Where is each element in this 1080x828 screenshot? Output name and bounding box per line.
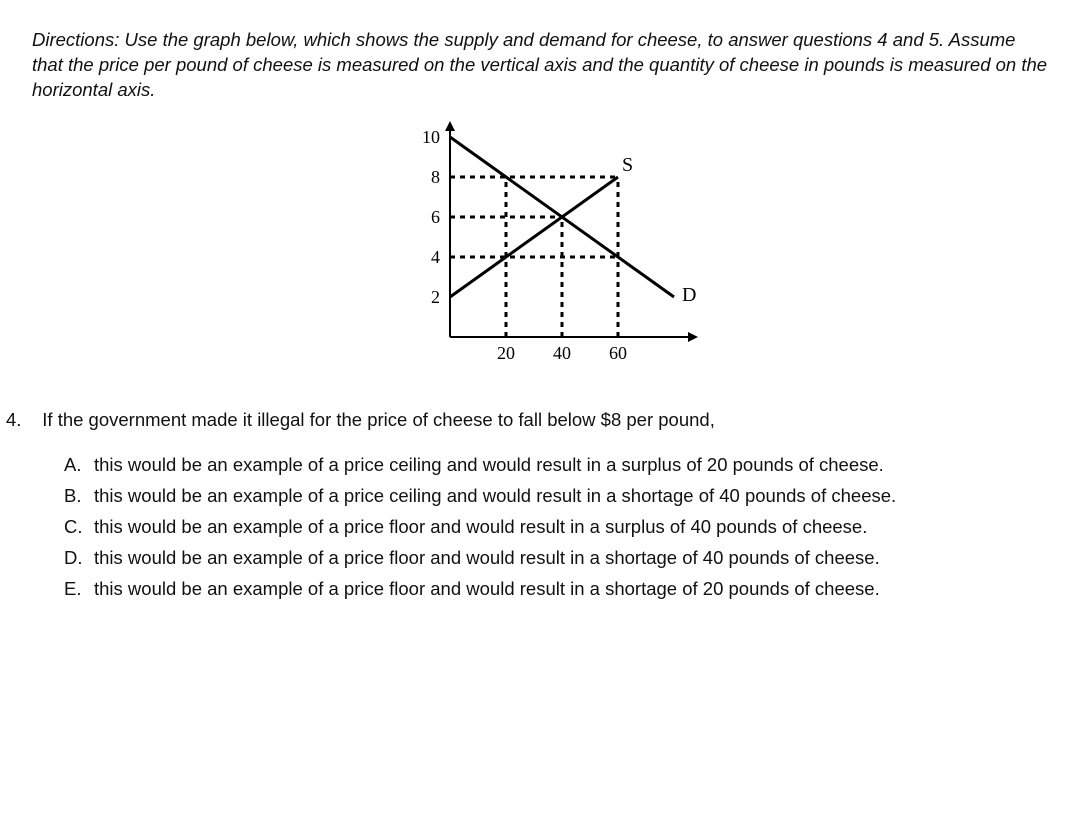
svg-text:10: 10 <box>422 127 440 147</box>
svg-text:4: 4 <box>431 247 440 267</box>
choice-text: this would be an example of a price ceil… <box>94 454 884 475</box>
question-text: If the government made it illegal for th… <box>42 409 715 430</box>
choice-text: this would be an example of a price floo… <box>94 547 880 568</box>
svg-text:40: 40 <box>553 343 571 363</box>
choice-C: C. this would be an example of a price f… <box>94 515 1048 540</box>
answer-choices: A. this would be an example of a price c… <box>94 453 1048 602</box>
svg-text:S: S <box>622 154 633 176</box>
supply-demand-chart: 2 4 6 8 10 20 40 60 D S <box>32 117 1048 384</box>
svg-text:20: 20 <box>497 343 515 363</box>
svg-text:2: 2 <box>431 287 440 307</box>
choice-A: A. this would be an example of a price c… <box>94 453 1048 478</box>
choice-text: this would be an example of a price floo… <box>94 516 867 537</box>
svg-text:6: 6 <box>431 207 440 227</box>
svg-text:D: D <box>682 284 696 306</box>
svg-text:60: 60 <box>609 343 627 363</box>
question-4: 4. If the government made it illegal for… <box>58 408 1048 433</box>
choice-D: D. this would be an example of a price f… <box>94 546 1048 571</box>
svg-text:8: 8 <box>431 167 440 187</box>
choice-B: B. this would be an example of a price c… <box>94 484 1048 509</box>
choice-E: E. this would be an example of a price f… <box>94 577 1048 602</box>
choice-text: this would be an example of a price ceil… <box>94 485 896 506</box>
choice-text: this would be an example of a price floo… <box>94 578 880 599</box>
directions-text: Directions: Use the graph below, which s… <box>32 28 1048 103</box>
